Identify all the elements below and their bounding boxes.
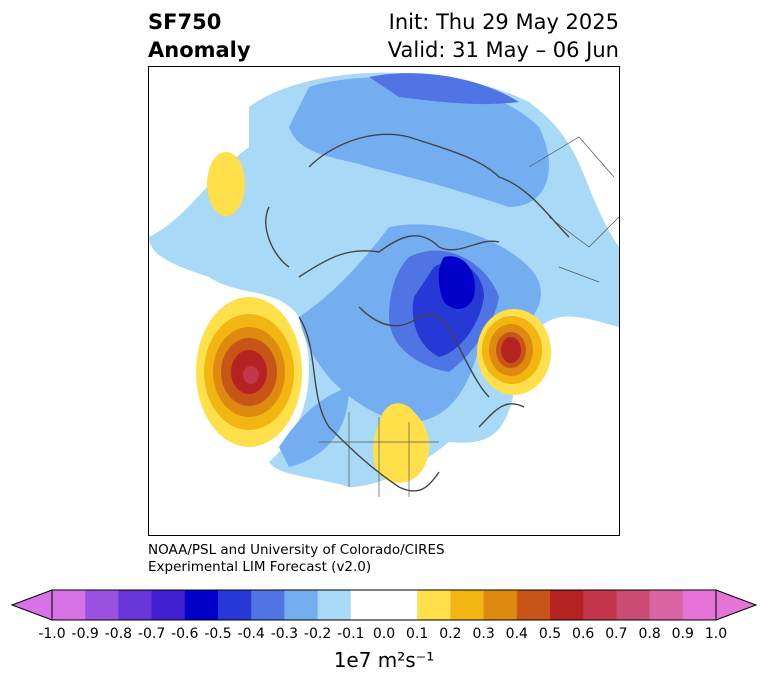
colorbar-tick-label: -0.1 bbox=[337, 626, 365, 642]
colorbar-tick-label: 0.4 bbox=[505, 626, 528, 642]
anomaly-positive-northeast-pacific bbox=[207, 152, 245, 216]
colorbar-tick-label: 0.7 bbox=[605, 626, 628, 642]
colorbar-bin bbox=[52, 590, 86, 620]
colorbar-tick-label: 1.0 bbox=[704, 626, 728, 642]
anomaly-map bbox=[149, 72, 619, 497]
colorbar-bin bbox=[682, 590, 717, 620]
colorbar-tick-label: -1.0 bbox=[38, 626, 66, 642]
colorbar-extend-low bbox=[10, 589, 53, 621]
anomaly-positive-europe-5 bbox=[501, 337, 521, 363]
colorbar-tick-label: -0.4 bbox=[237, 626, 265, 642]
colorbar-tick-label: -0.6 bbox=[171, 626, 199, 642]
credit-line1: NOAA/PSL and University of Colorado/CIRE… bbox=[148, 542, 445, 558]
colorbar-bin bbox=[616, 590, 651, 620]
colorbar-label: 1e7 m²s⁻¹ bbox=[333, 648, 435, 672]
political-borders bbox=[319, 136, 619, 497]
variable-name: SF750 bbox=[148, 10, 222, 34]
anomaly-positive-pacific-6 bbox=[243, 366, 259, 384]
colorbar-frame bbox=[51, 589, 717, 621]
colorbar-bin bbox=[417, 590, 451, 620]
colorbar-tick-label: -0.7 bbox=[137, 626, 166, 642]
credit-line2: Experimental LIM Forecast (v2.0) bbox=[148, 559, 372, 575]
anomaly-negative-core bbox=[438, 256, 475, 309]
colorbar-extend-high bbox=[715, 589, 758, 621]
colorbar-bin bbox=[384, 590, 418, 620]
colorbar-tick-label: 0.9 bbox=[671, 626, 694, 642]
colorbar-bin bbox=[516, 590, 551, 620]
colorbar-tick-label: 0.5 bbox=[538, 626, 562, 642]
colorbar-bin bbox=[483, 590, 518, 620]
colorbar-tick-label: 0.2 bbox=[439, 626, 462, 642]
map-panel bbox=[148, 66, 620, 536]
anomaly-negative-strong bbox=[369, 73, 519, 105]
anomaly-negative-moderate-3 bbox=[279, 387, 349, 467]
colorbar-tick-label: -0.3 bbox=[270, 626, 299, 642]
colorbar-tick-label: 0.8 bbox=[638, 626, 661, 642]
colorbar-tick-label: 0.6 bbox=[572, 626, 595, 642]
colorbar-tick-label: -0.2 bbox=[303, 626, 332, 642]
credit: NOAA/PSL and University of Colorado/CIRE… bbox=[148, 542, 445, 576]
colorbar-bin bbox=[317, 590, 352, 620]
colorbar-bin bbox=[218, 590, 252, 620]
colorbar-bin bbox=[550, 590, 584, 620]
colorbar-tick-label: 0.0 bbox=[372, 626, 396, 642]
field-type: Anomaly bbox=[148, 38, 251, 62]
colorbar-bin bbox=[85, 590, 119, 620]
colorbar-bin bbox=[583, 590, 617, 620]
colorbar-bin bbox=[118, 590, 153, 620]
colorbar bbox=[10, 589, 758, 621]
anomaly-positive-eastern-us bbox=[373, 403, 430, 483]
title-left: SF750 Anomaly bbox=[148, 8, 251, 64]
colorbar-ticks: -1.0 -0.9 -0.8 -0.7 -0.6 -0.5 -0.4 -0.3 -0.2 -0.1… bbox=[0, 626, 768, 644]
colorbar-tick-label: -0.8 bbox=[104, 626, 133, 642]
colorbar-bin bbox=[450, 590, 485, 620]
colorbar-bin bbox=[649, 590, 684, 620]
init-date: Init: Thu 29 May 2025 bbox=[388, 10, 619, 34]
valid-range: Valid: 31 May – 06 Jun bbox=[387, 38, 619, 62]
colorbar-bin bbox=[251, 590, 285, 620]
colorbar-tick-label: -0.9 bbox=[71, 626, 99, 642]
colorbar-bin bbox=[151, 590, 186, 620]
title-right: Init: Thu 29 May 2025 Valid: 31 May – 06… bbox=[388, 8, 619, 64]
colorbar-bin bbox=[350, 590, 385, 620]
colorbar-tick-label: 0.3 bbox=[472, 626, 495, 642]
colorbar-bin bbox=[184, 590, 219, 620]
colorbar-tick-label: 0.1 bbox=[406, 626, 429, 642]
anomaly-negative-moderate bbox=[289, 77, 549, 207]
colorbar-tick-label: -0.5 bbox=[204, 626, 232, 642]
colorbar-bin bbox=[284, 590, 319, 620]
coastlines bbox=[265, 133, 570, 492]
